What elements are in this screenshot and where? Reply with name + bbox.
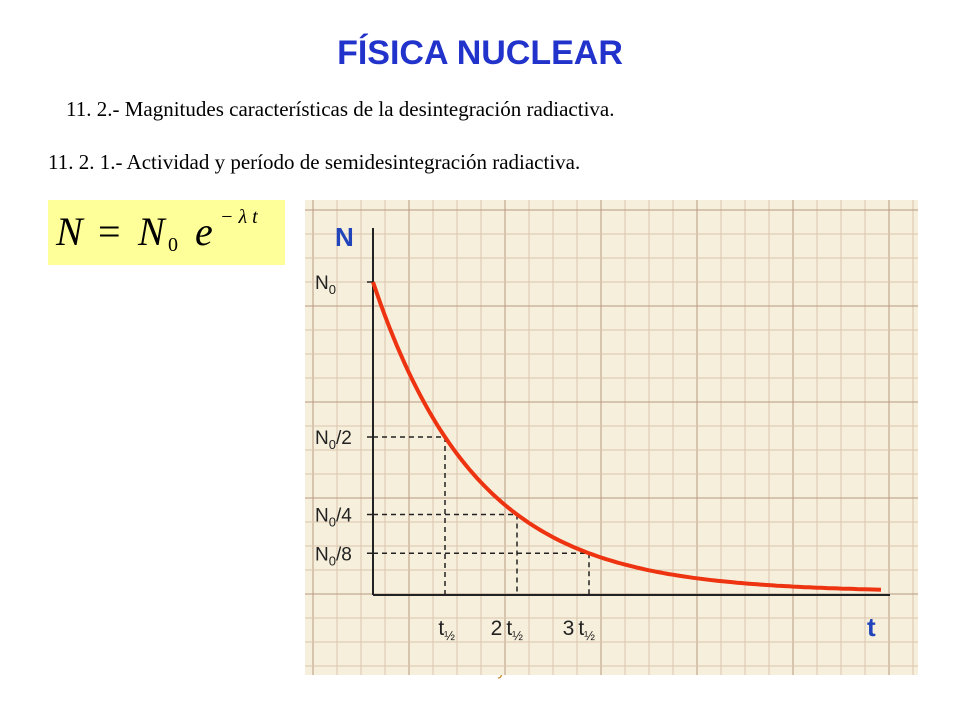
x-label-prefix: 3	[563, 617, 575, 640]
y-label-sub: 0	[329, 437, 336, 452]
x-label-prefix: 2	[491, 617, 503, 640]
x-label-main: t	[438, 617, 444, 640]
formula-base: N	[138, 209, 165, 254]
y-label: N0	[315, 273, 336, 297]
y-label-main: N	[315, 544, 329, 565]
y-axis-label: N	[335, 222, 354, 252]
x-label-sub: ½	[444, 628, 455, 643]
y-label-main: N	[315, 506, 329, 527]
x-label-sub: ½	[512, 628, 523, 643]
subsection-heading: 11. 2. 1.- Actividad y período de semide…	[48, 150, 581, 174]
title: FÍSICA NUCLEAR	[337, 34, 623, 72]
formula-subscript: 0	[168, 234, 178, 256]
x-label-main: t	[578, 617, 584, 640]
y-label-suffix: /2	[336, 428, 352, 449]
y-label-main: N	[315, 428, 329, 449]
section-heading: 11. 2.- Magnitudes características de la…	[66, 97, 615, 121]
y-label-main: N	[315, 273, 329, 294]
y-label-sub: 0	[329, 282, 336, 297]
graph-background	[305, 200, 918, 675]
decay-curve	[371, 281, 882, 592]
formula-equals: =	[98, 209, 121, 254]
x-label-sub: ½	[584, 628, 595, 643]
formula-exponent: − λ t	[220, 206, 258, 228]
y-label: N0/4	[315, 506, 352, 530]
formula: N = N 0 e − λ t	[48, 200, 285, 265]
x-label: 2 t½	[491, 617, 524, 643]
x-axis-label: t	[867, 612, 876, 642]
formula-e: e	[195, 209, 213, 254]
formula-lhs: N	[56, 209, 83, 254]
y-label-suffix: /8	[336, 544, 352, 565]
x-label-main: t	[506, 617, 512, 640]
x-label: 3 t½	[563, 617, 596, 643]
x-label: t½	[438, 617, 455, 643]
y-label-suffix: /4	[336, 506, 352, 527]
y-label-sub: 0	[329, 515, 336, 530]
y-label: N0/2	[315, 428, 352, 452]
y-label: N0/8	[315, 544, 352, 568]
y-label-sub: 0	[329, 553, 336, 568]
